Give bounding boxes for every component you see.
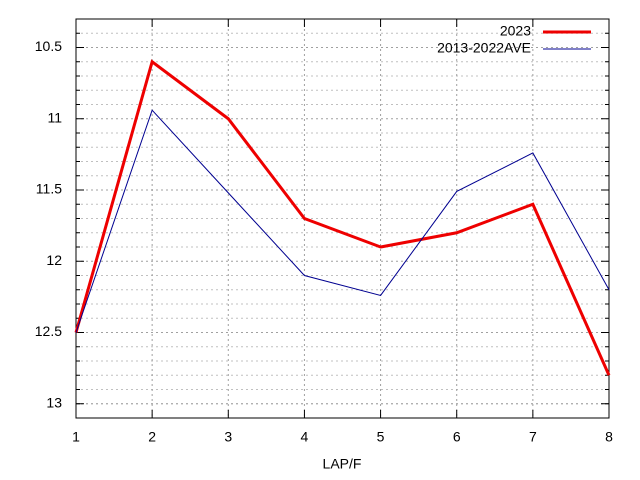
x-tick-label: 2 [148,429,156,445]
x-axis-label: LAP/F [323,456,362,472]
x-tick-label: 6 [453,429,461,445]
plot-frame [75,18,610,419]
x-tick-label: 3 [224,429,232,445]
y-tick-label: 13 [46,394,62,410]
legend-label: 2023 [500,23,531,39]
line-series [74,59,611,376]
x-tick-label: 1 [72,429,80,445]
y-tick-label: 11 [47,109,62,125]
legend-label: 2013-2022AVE [437,40,531,56]
x-tick-label: 4 [301,429,309,445]
y-tick-label: 12.5 [35,323,62,339]
x-tick-label: 7 [529,429,537,445]
x-tick-label: 5 [377,429,385,445]
y-tick-label: 12 [46,252,62,268]
y-tick-label: 11.5 [36,181,62,197]
y-tick-label: 10.5 [35,38,62,54]
x-tick-label: 8 [605,429,613,445]
line-series [75,109,610,333]
